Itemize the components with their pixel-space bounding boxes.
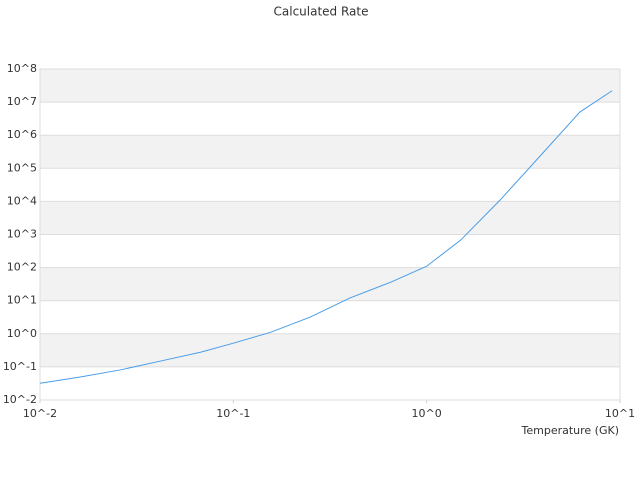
y-tick-label: 10^-2 <box>3 393 37 406</box>
chart-title: Calculated Rate <box>274 5 369 19</box>
data-line <box>39 90 613 384</box>
y-tick-label: 10^1 <box>7 294 37 307</box>
x-axis-label: Temperature (GK) <box>521 424 620 437</box>
y-tick-label: 10^3 <box>7 228 37 241</box>
y-tick-label: 10^5 <box>7 161 37 174</box>
y-tick-label: 10^2 <box>7 261 37 274</box>
y-tick-label: 10^4 <box>7 194 37 207</box>
grid-band <box>40 267 620 301</box>
y-tick-label: 10^8 <box>7 62 37 75</box>
y-tick-label: 10^7 <box>7 95 37 108</box>
y-tick-label: 10^6 <box>7 128 37 141</box>
plot-border <box>39 68 621 401</box>
grid-band <box>40 135 620 169</box>
x-tick-label: 10^-2 <box>23 407 57 420</box>
grid-band <box>40 201 620 235</box>
y-tick-label: 10^-1 <box>3 360 37 373</box>
x-tick-label: 10^1 <box>605 407 635 420</box>
y-tick-label: 10^0 <box>7 327 37 340</box>
x-tick-label: 10^0 <box>412 407 442 420</box>
x-tick-label: 10^-1 <box>216 407 250 420</box>
grid-band <box>40 69 620 103</box>
grid-band <box>40 333 620 367</box>
